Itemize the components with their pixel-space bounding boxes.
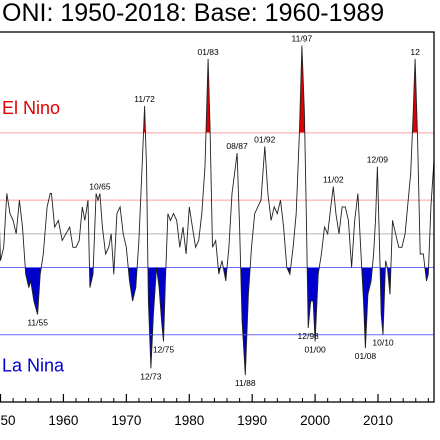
la-nina-fill	[25, 267, 42, 315]
annotation-12-75: 12/75	[153, 344, 175, 354]
x-tick-label-1970: 1970	[111, 413, 141, 428]
x-tick-label-2010: 2010	[363, 413, 393, 428]
annotation-11-55: 11/55	[27, 318, 48, 328]
annotation-10-65: 10/65	[89, 181, 111, 191]
annotation-08-87: 08/87	[226, 141, 248, 151]
annotation-12-98: 12/98	[298, 331, 320, 341]
annotation-11-72: 11/72	[134, 94, 155, 104]
x-tick-label-1980: 1980	[174, 413, 204, 428]
la-nina-fill	[240, 267, 251, 376]
la-nina-fill	[128, 267, 138, 302]
annotation-11-88: 11/88	[235, 378, 256, 388]
x-tick-label-1950: 1950	[0, 413, 16, 428]
chart-title: ONI: 1950-2018: Base: 1960-1989	[2, 0, 385, 27]
el-nino-label: El Nino	[2, 98, 60, 118]
annotation-12-73: 12/73	[140, 371, 162, 381]
x-tick-label-2000: 2000	[300, 413, 330, 428]
la-nina-fill	[89, 267, 94, 288]
la-nina-fill	[156, 267, 166, 342]
annotation-01-08: 01/08	[355, 351, 377, 361]
annotation-01-92: 01/92	[254, 134, 276, 144]
plot-frame	[0, 31, 435, 403]
annotation-01-00: 01/00	[304, 344, 326, 354]
annotation-12: 12	[410, 47, 420, 57]
annotation-11-97: 11/97	[292, 33, 313, 43]
x-tick-label-1960: 1960	[48, 413, 78, 428]
series-line-oni	[0, 45, 435, 376]
annotation-12-09: 12/09	[367, 155, 389, 165]
x-axis-ticks	[0, 394, 429, 402]
peak-annotations: 11/55 10/65 11/72 12/73 12/75 01/83 08/87 11/88…	[27, 33, 420, 388]
x-axis-tick-labels: 1950 1960 1970 1980 1990 2000 2010	[0, 413, 393, 428]
x-tick-label-1990: 1990	[237, 413, 267, 428]
la-nina-label: La Nina	[2, 356, 65, 376]
la-nina-fill	[380, 267, 386, 335]
anomaly-fills	[25, 45, 429, 376]
la-nina-fill	[307, 267, 320, 342]
el-nino-fill	[412, 58, 418, 133]
annotation-10-10: 10/10	[372, 338, 394, 348]
el-nino-fill	[299, 45, 305, 133]
la-nina-fill	[424, 267, 429, 281]
el-nino-fill	[206, 58, 211, 133]
annotation-01-83: 01/83	[197, 47, 219, 57]
annotation-11-02: 11/02	[323, 175, 344, 185]
